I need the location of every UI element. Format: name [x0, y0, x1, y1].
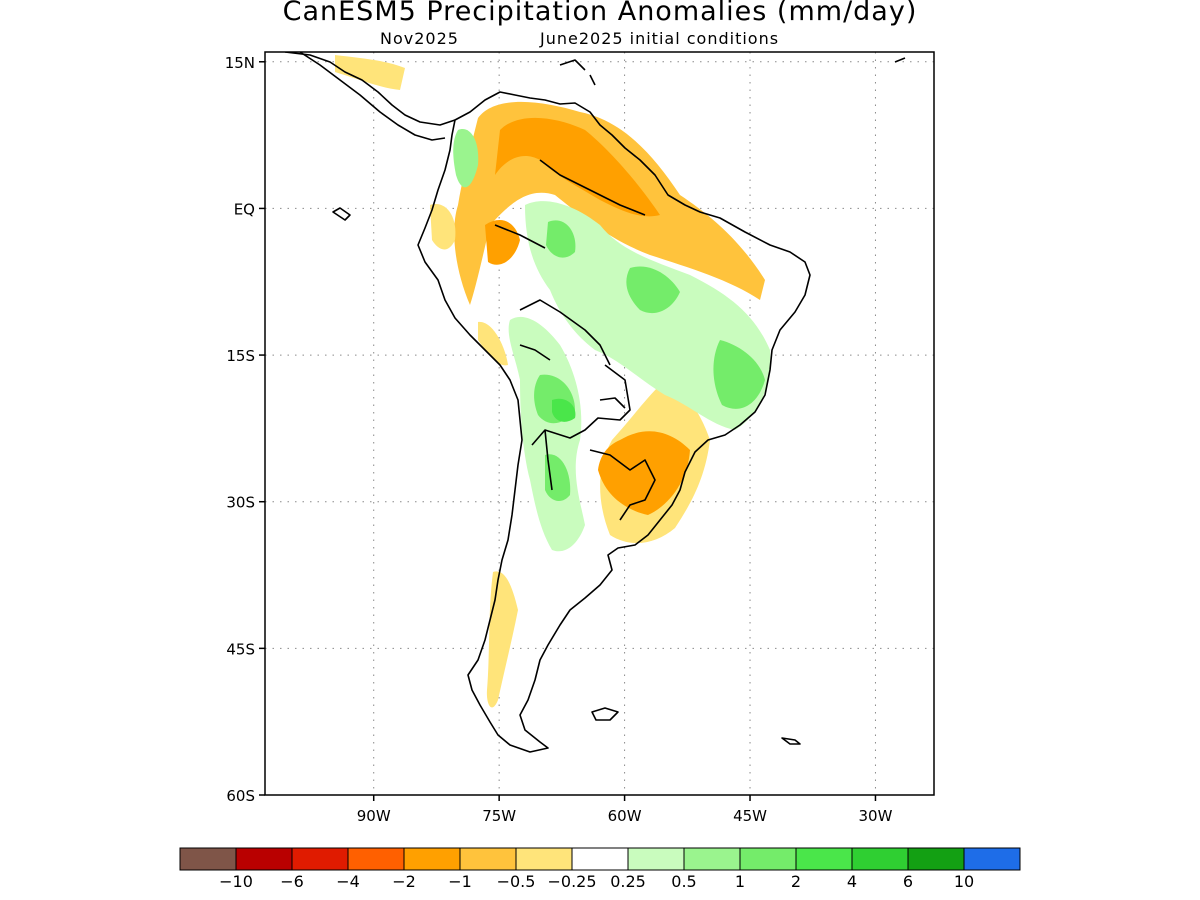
- colorbar-label: 0.5: [671, 872, 696, 891]
- lat-tick-label: 60S: [226, 787, 255, 805]
- caribbean-islands: [559, 57, 906, 86]
- lon-tick-label: 30W: [859, 807, 893, 825]
- colorbar-swatch: [179, 847, 237, 871]
- central-america-coastline: [284, 52, 456, 126]
- colorbar-label: 1: [735, 872, 745, 891]
- colorbar-swatch: [963, 847, 1021, 871]
- lat-tick-label: 15S: [226, 347, 255, 365]
- colorbar-swatch: [403, 847, 461, 871]
- lon-tick-label: 75W: [482, 807, 516, 825]
- south-america-coastline: [417, 91, 811, 753]
- colorbar-swatch: [515, 847, 573, 871]
- wet-anomaly-colombia: [453, 129, 479, 188]
- anomaly-shading: [335, 55, 771, 708]
- colorbar-swatch: [683, 847, 741, 871]
- colorbar-label: −1: [448, 872, 472, 891]
- colorbar-swatch: [235, 847, 293, 871]
- forecast-month: Nov2025: [380, 29, 459, 48]
- lon-tick-label: 45W: [733, 807, 767, 825]
- colorbar-swatch: [795, 847, 853, 871]
- colorbar-label: −10: [219, 872, 253, 891]
- lat-tick-label: 45S: [226, 640, 255, 658]
- colorbar-label: −0.5: [497, 872, 536, 891]
- colorbar-swatch: [347, 847, 405, 871]
- colorbar: −10 −6 −4 −2 −1 −0.5 −0.25 0.25 0.5 1 2 4 6 10: [179, 847, 1021, 891]
- central-america-pacific: [299, 52, 446, 141]
- colorbar-label: 0.25: [610, 872, 646, 891]
- lon-tick-label: 90W: [357, 807, 391, 825]
- initial-conditions: June2025 initial conditions: [540, 29, 780, 48]
- colorbar-label: 10: [954, 872, 974, 891]
- colorbar-label: −2: [392, 872, 416, 891]
- axis-labels: 15N EQ 15S 30S 45S 60S 90W 75W 60W 45W 30W: [225, 54, 893, 825]
- colorbar-swatch: [851, 847, 909, 871]
- map-frame: [264, 51, 935, 796]
- galapagos: [332, 207, 351, 221]
- colorbar-swatch: [571, 847, 629, 871]
- coastlines: [284, 52, 906, 753]
- wet-anomaly-strong: [552, 398, 576, 422]
- colorbar-label: 4: [847, 872, 857, 891]
- colorbar-label: −4: [336, 872, 360, 891]
- colorbar-swatch: [907, 847, 965, 871]
- colorbar-label: −0.25: [547, 872, 596, 891]
- colorbar-label: 6: [903, 872, 913, 891]
- lat-tick-label: 30S: [226, 494, 255, 512]
- dry-anomaly-west-coast: [335, 55, 508, 366]
- lon-tick-label: 60W: [608, 807, 642, 825]
- dry-anomaly-patagonia: [486, 571, 518, 708]
- colorbar-swatch: [627, 847, 685, 871]
- falklands: [591, 707, 619, 721]
- colorbar-swatch: [291, 847, 349, 871]
- lat-tick-label: 15N: [225, 54, 255, 72]
- colorbar-swatch: [459, 847, 517, 871]
- lat-tick-label: EQ: [234, 200, 255, 218]
- colorbar-label: 2: [791, 872, 801, 891]
- country-borders: [494, 159, 656, 521]
- dry-anomaly-southeast-core: [598, 431, 690, 515]
- map-title: CanESM5 Precipitation Anomalies (mm/day): [282, 0, 918, 27]
- colorbar-label: −6: [280, 872, 304, 891]
- colorbar-swatch: [739, 847, 797, 871]
- south-georgia: [781, 737, 801, 745]
